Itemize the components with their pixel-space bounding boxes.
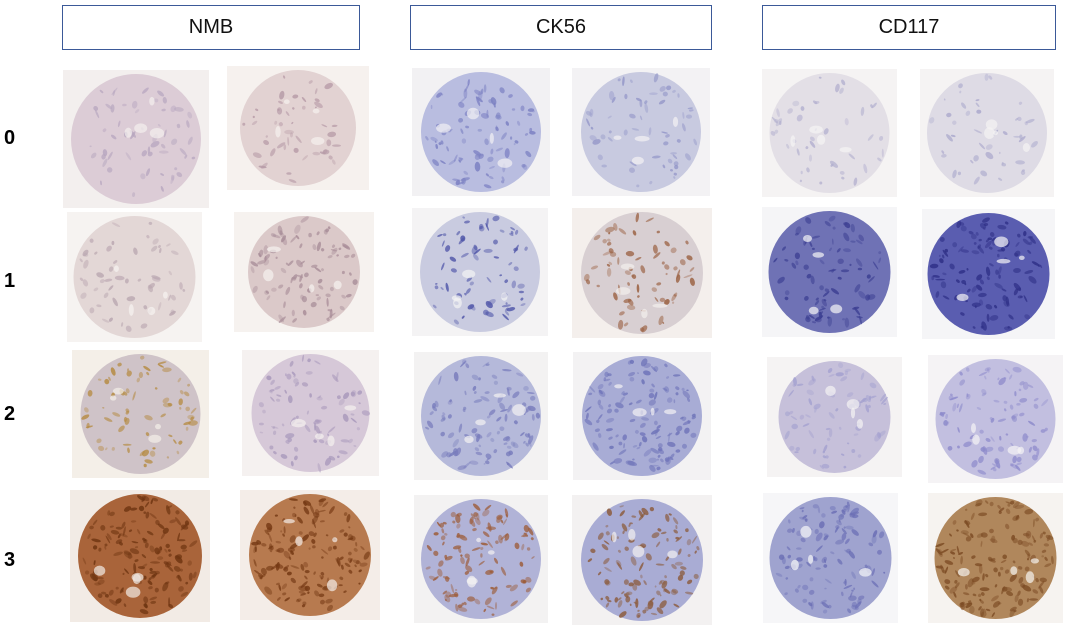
tissue-core-cd117-0a: [762, 69, 897, 197]
tissue-core-cd117-0b: [920, 69, 1054, 197]
row-label-2: 2: [4, 403, 16, 425]
tissue-core-ck56-3a: [414, 495, 548, 623]
tissue-core-ck56-1a: [412, 208, 548, 336]
tissue-core-ck56-3b: [572, 495, 712, 625]
tissue-core-ck56-1b: [572, 208, 712, 338]
tissue-core-cd117-3b: [928, 493, 1063, 623]
row-label-0: 0: [4, 127, 16, 149]
tissue-core-nmb-2a: [72, 350, 209, 478]
tissue-core-nmb-1b: [234, 212, 374, 332]
tissue-core-nmb-0b: [227, 66, 369, 190]
row-label-1: 1: [4, 270, 16, 292]
tissue-core-cd117-1a: [762, 207, 897, 337]
column-header-nmb: NMB: [62, 5, 360, 50]
column-header-ck56: CK56: [410, 5, 712, 50]
tissue-core-ck56-0b: [572, 68, 710, 196]
column-header-label: NMB: [188, 16, 234, 38]
tissue-core-ck56-0a: [412, 68, 550, 196]
column-header-label: CK56: [535, 16, 587, 38]
column-header-cd117: CD117: [762, 5, 1056, 50]
tissue-core-nmb-0a: [63, 70, 209, 208]
column-header-label: CD117: [878, 16, 940, 38]
tissue-core-nmb-3b: [240, 490, 380, 620]
row-label-3: 3: [4, 549, 16, 571]
tissue-core-cd117-2a: [767, 357, 902, 477]
tissue-core-ck56-2b: [573, 352, 711, 480]
tissue-core-ck56-2a: [414, 352, 548, 480]
tissue-core-cd117-2b: [928, 355, 1063, 483]
tissue-core-nmb-3a: [70, 490, 210, 622]
tissue-core-nmb-2b: [242, 350, 379, 476]
tissue-core-cd117-3a: [763, 493, 898, 623]
tissue-core-cd117-1b: [922, 209, 1055, 339]
tissue-core-nmb-1a: [67, 212, 202, 342]
